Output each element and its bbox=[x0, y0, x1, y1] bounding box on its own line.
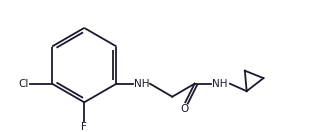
Text: Cl: Cl bbox=[18, 79, 29, 89]
Text: NH: NH bbox=[212, 79, 228, 89]
Text: O: O bbox=[180, 104, 189, 114]
Text: F: F bbox=[81, 122, 87, 132]
Text: NH: NH bbox=[134, 79, 150, 89]
